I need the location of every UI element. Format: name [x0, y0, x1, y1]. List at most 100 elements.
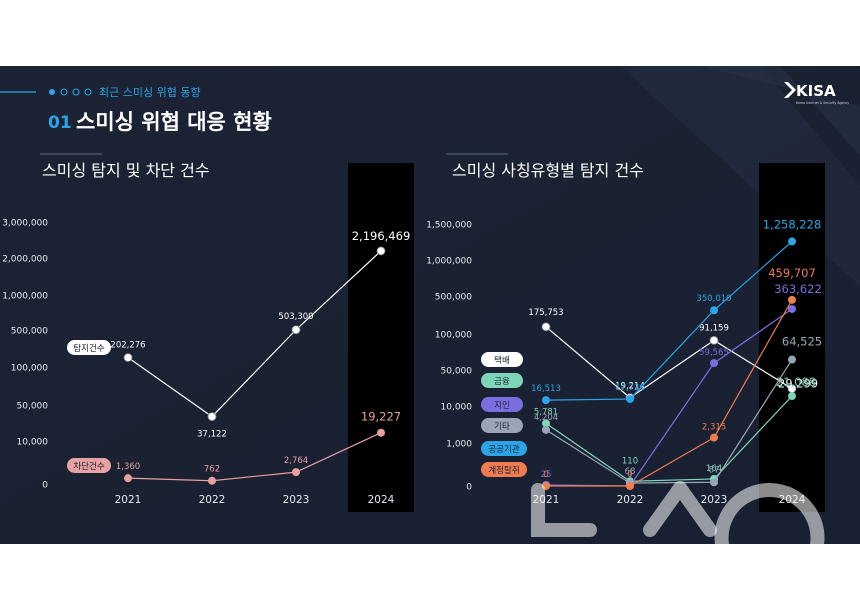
- data-point: [710, 306, 718, 315]
- data-label: 164: [706, 464, 722, 474]
- y-tick-label: 1,000,000: [2, 292, 48, 302]
- slide: 최근 스미싱 위협 동향 01 스미싱 위협 대응 현황 KISA Korea …: [0, 66, 860, 544]
- data-label: 4: [627, 469, 632, 479]
- data-point: [542, 425, 550, 434]
- data-label: 363,622: [774, 282, 822, 296]
- data-label: 59,565: [699, 348, 729, 358]
- x-tick-label: 2024: [368, 494, 395, 506]
- data-label: 17,726: [615, 383, 645, 393]
- data-point: [292, 468, 300, 477]
- data-point: [788, 392, 796, 401]
- data-label: 0: [627, 470, 632, 480]
- data-label: 459,707: [768, 266, 816, 280]
- section-title: 스미싱 위협 대응 현황: [76, 110, 272, 134]
- header-dots: [49, 88, 92, 96]
- data-label: 1,360: [116, 462, 140, 472]
- y-tick-label: 0: [42, 481, 48, 491]
- data-label: 503,300: [278, 312, 313, 322]
- data-point: [207, 412, 217, 421]
- legend-pill: [67, 340, 111, 355]
- data-label: 19,227: [361, 410, 401, 424]
- data-label: 19,214: [615, 382, 645, 392]
- x-tick-label: 2023: [283, 494, 310, 506]
- logo-caption: Korea Internet & Security Agency: [796, 101, 849, 105]
- y-tick-label: 100,000: [435, 331, 472, 341]
- data-label: 1,258,228: [763, 217, 822, 231]
- data-point: [123, 353, 133, 362]
- data-point: [377, 428, 385, 437]
- data-label: 110: [622, 456, 638, 466]
- data-point: [709, 335, 719, 345]
- legend-label: 금융: [494, 377, 510, 387]
- legend-label: 탐지건수: [73, 343, 104, 354]
- y-tick-label: 1,500,000: [426, 221, 472, 231]
- series-line: [545, 359, 793, 484]
- series-line: [545, 240, 793, 401]
- legend-label: 차단건수: [73, 461, 104, 472]
- data-label: 4,204: [534, 413, 558, 423]
- y-tick-label: 100,000: [11, 364, 48, 374]
- data-point: [542, 419, 550, 428]
- y-tick-label: 500,000: [435, 293, 472, 303]
- legend-label: 지인: [494, 400, 510, 411]
- legend-label: 계정탈취: [488, 465, 519, 476]
- y-tick-label: 500,000: [11, 327, 48, 337]
- data-label: 68: [625, 467, 636, 477]
- series-line: [127, 250, 382, 418]
- data-label: 2,315: [702, 423, 726, 433]
- y-tick-label: 1,000,000: [426, 257, 472, 267]
- legend-pill: [481, 352, 523, 367]
- data-label: 29,299: [778, 377, 818, 391]
- logo-text: KISA: [796, 82, 836, 100]
- data-label: 2,764: [284, 456, 308, 466]
- series-line: [545, 395, 793, 482]
- data-label: 21,088: [776, 375, 816, 389]
- data-point: [208, 476, 216, 485]
- y-tick-label: 0: [466, 483, 472, 493]
- data-point: [626, 395, 634, 404]
- data-point: [542, 396, 550, 405]
- y-tick-label: 2,000,000: [2, 255, 48, 265]
- data-point: [788, 237, 796, 246]
- data-point: [291, 325, 301, 335]
- data-label: 175,753: [528, 308, 563, 318]
- chart1-title: 스미싱 탐지 및 차단 건수: [42, 161, 210, 180]
- data-label: 5,781: [534, 407, 558, 417]
- data-label: 0: [543, 470, 548, 480]
- y-tick-label: 10,000: [441, 403, 473, 413]
- data-point: [124, 474, 132, 483]
- data-label: 762: [204, 465, 220, 475]
- x-tick-label: 2022: [617, 494, 644, 506]
- data-point: [626, 482, 634, 490]
- data-label: 87: [709, 465, 720, 475]
- data-point: [710, 433, 718, 442]
- series-line: [545, 308, 793, 487]
- news-watermark: [523, 481, 825, 595]
- y-tick-label: 1,000: [446, 440, 472, 450]
- data-label: 2,196,469: [352, 229, 411, 243]
- legend-pill: [481, 418, 523, 433]
- legend-pill: [481, 462, 527, 477]
- data-point: [788, 355, 796, 364]
- y-tick-label: 10,000: [17, 438, 49, 448]
- data-label: 350,010: [696, 294, 731, 304]
- data-point: [376, 246, 386, 256]
- series-line: [546, 299, 793, 487]
- data-label: 37,122: [197, 430, 227, 440]
- legend-pill: [481, 397, 523, 412]
- data-point: [788, 304, 796, 313]
- data-label: 25: [541, 470, 552, 480]
- x-tick-label: 2021: [115, 494, 142, 506]
- data-label: 64,525: [782, 335, 822, 349]
- series-line: [127, 432, 382, 482]
- legend-label: 기타: [494, 422, 510, 432]
- data-point: [541, 322, 551, 332]
- data-point: [710, 359, 718, 368]
- highlight-column: [348, 163, 414, 512]
- section-number: 01: [48, 113, 72, 133]
- data-point: [788, 295, 796, 304]
- data-label: 16,513: [531, 384, 561, 394]
- x-tick-label: 2023: [701, 494, 728, 506]
- chart2: 0 1,000 10,000 50,000 100,000 500,000 1,000,00…: [426, 163, 825, 512]
- x-tick-label: 2022: [199, 494, 226, 506]
